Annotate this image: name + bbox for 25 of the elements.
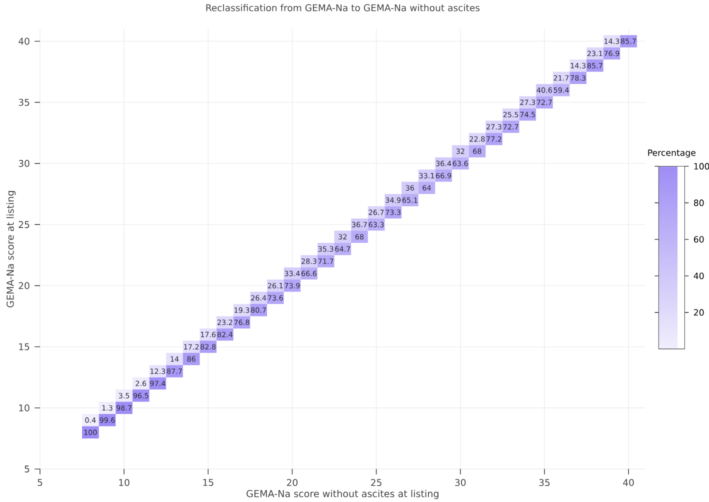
y-tick-label: 25 — [18, 221, 30, 228]
y-tick-label: 15 — [19, 343, 30, 350]
color-bar-title: Percentage — [648, 150, 696, 158]
y-tick-label: 30 — [18, 160, 30, 167]
x-tick-label: 20 — [286, 479, 298, 486]
x-tick-label: 35 — [539, 479, 550, 486]
y-tick-label: 10 — [19, 404, 30, 412]
color-bar-label: 80 — [694, 200, 704, 206]
color-bar-label: 60 — [694, 236, 704, 243]
y-tick-label: 40 — [18, 38, 30, 45]
color-bar-label: 100 — [694, 163, 709, 170]
x-tick-label: 25 — [371, 479, 382, 486]
x-tick-label: 15 — [203, 479, 214, 486]
x-tick-label: 5 — [38, 479, 42, 486]
y-tick-label: 20 — [18, 282, 30, 290]
y-axis-title: GEMA-Na score at listing — [6, 190, 16, 308]
x-tick-label: 10 — [119, 479, 130, 486]
y-tick-label: 35 — [18, 98, 30, 106]
x-tick-label: 30 — [455, 479, 466, 486]
chart-title: Reclassification from GEMA-Na to GEMA-Na without ascites — [206, 4, 480, 12]
x-axis-title: GEMA-Na score without ascites at listing — [246, 490, 438, 500]
color-bar-label: 40 — [694, 272, 704, 280]
x-tick-label: 40 — [623, 479, 634, 486]
color-bar-label: 20 — [694, 309, 704, 316]
y-tick-label: 5 — [24, 466, 30, 472]
